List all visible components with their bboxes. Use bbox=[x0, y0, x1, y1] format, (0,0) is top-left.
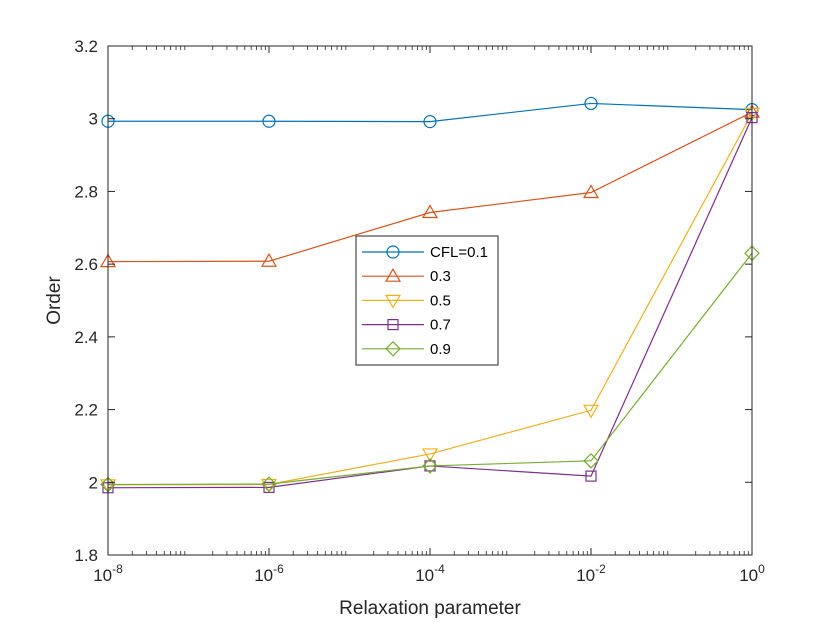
x-axis-label: Relaxation parameter bbox=[339, 598, 521, 619]
legend-entry: 0.5 bbox=[362, 292, 451, 309]
data-point bbox=[260, 478, 278, 493]
x-tick-label: 100 bbox=[739, 562, 765, 585]
legend-entry: 0.3 bbox=[362, 268, 451, 285]
series-line bbox=[107, 111, 753, 263]
data-point bbox=[261, 476, 277, 492]
legend: CFL=0.1 0.3 0.5 0.7 0.9 bbox=[355, 235, 499, 366]
legend-entry: 0.9 bbox=[362, 341, 451, 358]
legend-marker bbox=[384, 268, 402, 282]
data-point bbox=[582, 404, 600, 419]
y-tick-label: 3 bbox=[89, 110, 98, 129]
x-tick-label: 10-2 bbox=[576, 562, 606, 585]
data-point bbox=[423, 115, 437, 129]
data-point bbox=[422, 458, 438, 474]
legend-marker bbox=[385, 340, 401, 357]
legend-marker bbox=[387, 319, 399, 331]
legend-label: 0.9 bbox=[430, 341, 451, 358]
series-line bbox=[107, 252, 753, 486]
data-point bbox=[421, 204, 439, 219]
legend-label: 0.3 bbox=[430, 268, 451, 285]
x-tick-label: 10-6 bbox=[254, 562, 284, 585]
legend-label: 0.5 bbox=[430, 292, 451, 309]
legend-label: CFL=0.1 bbox=[430, 244, 488, 261]
data-point bbox=[421, 448, 439, 463]
data-point bbox=[260, 253, 278, 267]
data-point bbox=[583, 452, 599, 469]
axis-ticks: 1.8 2 2.2 2.4 2.6 2.8 3 3.2 10-8 10-6 10-4 10-2 100 bbox=[74, 37, 765, 585]
data-point bbox=[584, 96, 598, 111]
y-tick-label: 2 bbox=[89, 473, 98, 492]
data-point bbox=[262, 114, 276, 128]
legend-entry: CFL=0.1 bbox=[362, 244, 488, 261]
y-tick-label: 2.8 bbox=[74, 182, 98, 201]
y-tick-label: 2.6 bbox=[74, 255, 98, 274]
data-point bbox=[582, 184, 600, 199]
data-point bbox=[263, 481, 275, 493]
y-axis-label: Order bbox=[44, 276, 65, 325]
y-tick-label: 2.4 bbox=[74, 328, 98, 347]
y-tick-label: 3.2 bbox=[74, 37, 98, 56]
series-2 bbox=[99, 103, 761, 268]
data-point bbox=[585, 470, 597, 482]
y-tick-label: 2.2 bbox=[74, 401, 98, 420]
legend-marker bbox=[386, 245, 400, 259]
legend-label: 0.7 bbox=[430, 317, 451, 334]
x-tick-label: 10-8 bbox=[93, 562, 123, 585]
x-tick-label: 10-4 bbox=[415, 562, 445, 585]
series-line bbox=[108, 102, 753, 123]
legend-marker bbox=[384, 294, 402, 309]
legend-entry: 0.7 bbox=[362, 317, 451, 334]
y-tick-label: 1.8 bbox=[74, 546, 98, 565]
